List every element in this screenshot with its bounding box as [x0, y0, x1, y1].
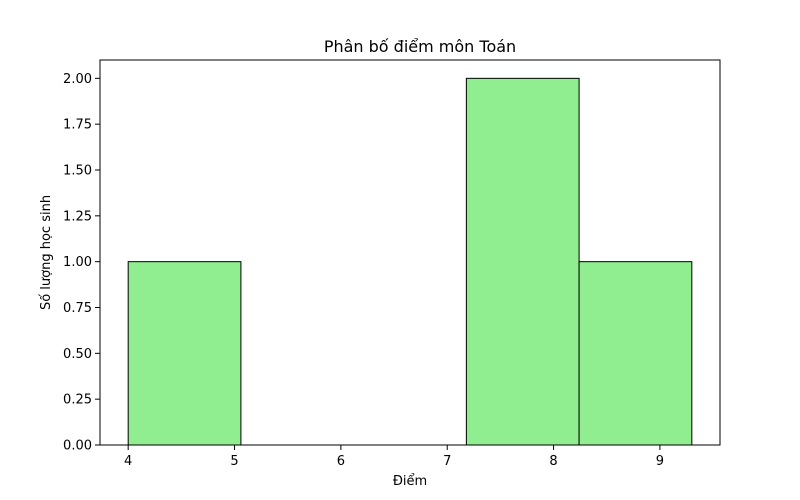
histogram-bar-0 — [127, 261, 242, 446]
x-tick-label: 9 — [656, 454, 664, 469]
y-tick-label: 1.25 — [63, 209, 92, 224]
y-tick-label: 1.00 — [63, 255, 92, 270]
y-tick-label: 0.25 — [63, 393, 92, 408]
y-tick-label: 0.50 — [63, 347, 92, 362]
x-tick-label: 6 — [337, 454, 345, 469]
histogram-bar-3 — [465, 77, 580, 446]
y-tick-label: 1.75 — [63, 118, 92, 133]
plot-frame — [99, 59, 721, 446]
x-tick-label: 7 — [443, 454, 451, 469]
y-axis-label: Số lượng học sinh — [39, 195, 54, 310]
histogram-bar-4 — [578, 261, 693, 446]
chart-title: Phân bố điểm môn Toán — [324, 37, 516, 56]
y-axis: 0.00 0.25 0.50 0.75 1.00 1.25 1.50 1.75 2.00 — [63, 72, 100, 454]
y-tick-label: 2.00 — [63, 72, 92, 87]
x-axis-label: Điểm — [393, 474, 427, 489]
y-tick-label: 0.00 — [63, 439, 92, 454]
y-tick-label: 1.50 — [63, 164, 92, 179]
x-tick-label: 8 — [549, 454, 557, 469]
y-tick-label: 0.75 — [63, 301, 92, 316]
bars-group — [127, 77, 693, 446]
x-axis: 4 5 6 7 8 9 — [124, 445, 664, 469]
x-tick-label: 4 — [124, 454, 132, 469]
x-tick-label: 5 — [230, 454, 238, 469]
